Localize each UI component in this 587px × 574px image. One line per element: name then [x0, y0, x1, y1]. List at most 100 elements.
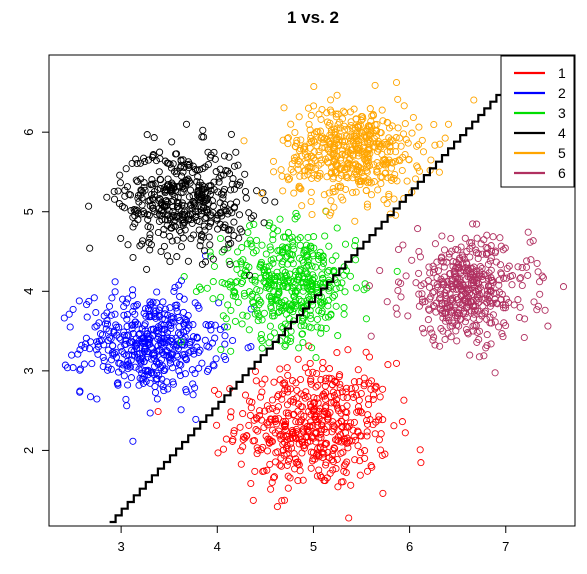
- point-series-4: [200, 185, 208, 193]
- point-series-5: [310, 102, 318, 110]
- point-series-3: [340, 304, 348, 312]
- point-series-1: [347, 419, 355, 427]
- point-series-1: [274, 392, 282, 401]
- point-series-5: [317, 115, 325, 123]
- point-series-3: [226, 283, 234, 291]
- point-series-2: [93, 395, 101, 403]
- point-series-2: [144, 368, 152, 376]
- point-series-4: [123, 183, 131, 191]
- point-series-1: [379, 489, 387, 497]
- point-series-5: [346, 108, 355, 116]
- point-series-6: [436, 305, 444, 313]
- point-series-4: [230, 185, 238, 193]
- point-series-2: [229, 336, 237, 345]
- point-series-5: [365, 178, 373, 186]
- point-series-6: [486, 257, 494, 265]
- point-series-2: [168, 334, 176, 342]
- point-series-1: [354, 427, 362, 435]
- point-series-3: [264, 267, 272, 275]
- point-series-4: [205, 223, 213, 231]
- point-series-6: [418, 325, 427, 333]
- point-series-3: [300, 321, 308, 330]
- point-series-3: [217, 293, 225, 301]
- point-series-1: [329, 418, 337, 426]
- point-series-6: [474, 250, 482, 258]
- point-series-2: [120, 350, 128, 358]
- point-series-5: [375, 142, 384, 150]
- point-series-1: [287, 444, 296, 452]
- point-series-1: [283, 461, 291, 469]
- point-series-4: [169, 212, 177, 220]
- point-series-4: [188, 168, 196, 176]
- point-series-1: [354, 442, 362, 450]
- point-series-5: [300, 172, 308, 180]
- point-series-3: [265, 339, 273, 347]
- point-series-5: [323, 173, 331, 181]
- point-series-1: [347, 481, 355, 489]
- point-series-2: [167, 315, 175, 323]
- point-series-1: [375, 416, 383, 424]
- point-series-6: [448, 277, 456, 285]
- point-series-4: [149, 196, 157, 204]
- point-series-6: [470, 307, 478, 315]
- point-series-1: [322, 374, 330, 382]
- point-series-5: [371, 143, 379, 151]
- point-series-2: [107, 356, 116, 364]
- point-series-2: [212, 355, 220, 363]
- point-series-3: [285, 250, 294, 258]
- point-series-6: [480, 271, 488, 279]
- point-series-3: [291, 215, 299, 223]
- point-series-3: [307, 315, 315, 323]
- point-series-2: [135, 356, 143, 364]
- point-series-4: [138, 201, 146, 209]
- point-series-1: [333, 349, 341, 357]
- point-series-1: [417, 459, 425, 467]
- point-series-2: [95, 337, 103, 345]
- point-series-3: [319, 256, 327, 264]
- point-series-2: [127, 337, 136, 345]
- point-series-4: [234, 161, 242, 169]
- point-series-4: [168, 237, 176, 245]
- point-series-5: [377, 179, 385, 188]
- point-series-3: [321, 232, 329, 240]
- point-series-6: [466, 301, 474, 309]
- point-series-2: [123, 311, 132, 319]
- point-series-5: [240, 137, 248, 145]
- point-series-3: [318, 271, 326, 279]
- point-series-3: [239, 311, 247, 319]
- point-series-5: [370, 178, 378, 186]
- point-series-6: [476, 263, 484, 271]
- point-series-1: [276, 365, 284, 373]
- point-series-5: [408, 129, 416, 137]
- point-series-2: [201, 336, 209, 344]
- point-series-1: [219, 445, 228, 453]
- point-series-1: [337, 417, 345, 425]
- point-series-6: [473, 270, 481, 278]
- point-series-3: [203, 284, 211, 292]
- point-series-1: [311, 412, 319, 421]
- point-series-4: [186, 179, 194, 187]
- point-series-2: [76, 365, 85, 373]
- point-series-5: [349, 174, 357, 182]
- point-series-2: [151, 382, 159, 391]
- point-series-3: [302, 270, 310, 278]
- point-series-5: [358, 147, 366, 155]
- point-series-5: [327, 197, 335, 205]
- point-series-4: [181, 178, 189, 186]
- x-tick-label: 3: [118, 539, 125, 554]
- point-series-3: [246, 236, 254, 244]
- point-series-1: [337, 431, 345, 439]
- point-series-4: [173, 236, 181, 244]
- point-series-1: [296, 467, 304, 475]
- point-series-6: [497, 270, 506, 278]
- point-series-6: [534, 268, 542, 276]
- point-series-1: [277, 454, 285, 462]
- point-series-1: [284, 409, 292, 417]
- point-series-6: [520, 333, 528, 342]
- point-series-2: [83, 313, 91, 321]
- point-series-6: [449, 285, 457, 293]
- point-series-1: [381, 450, 389, 458]
- point-series-3: [267, 304, 275, 312]
- point-series-4: [110, 187, 118, 196]
- point-series-1: [329, 458, 337, 466]
